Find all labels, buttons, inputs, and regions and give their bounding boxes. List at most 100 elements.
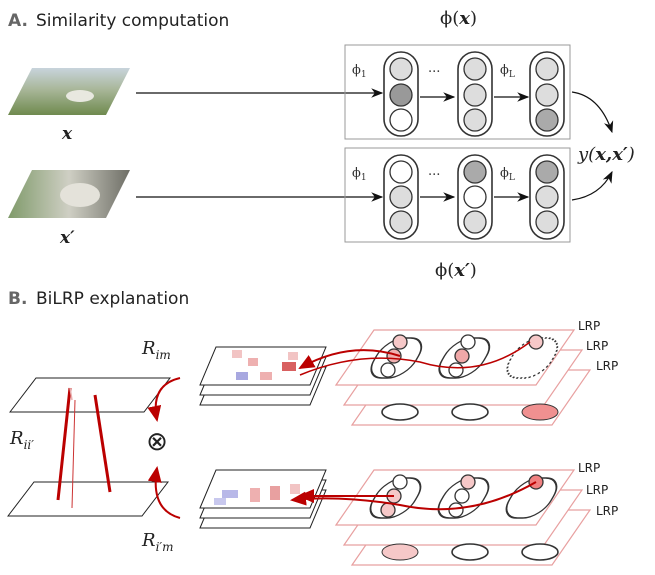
layer-label: ϕ1	[352, 63, 367, 80]
network	[345, 45, 570, 242]
heatmap-stack-shape	[270, 486, 280, 500]
symbol: )	[470, 8, 477, 29]
lrp-layers-shape	[381, 503, 395, 517]
relevance-label: Rii′	[9, 428, 34, 452]
lrp-layers-shape	[522, 404, 558, 420]
subscript: 1	[361, 173, 367, 183]
input-planes-shape	[8, 482, 168, 516]
lrp-label: LRP	[596, 359, 618, 373]
lrp-label: LRP	[578, 319, 600, 333]
product-symbol: ⊗	[146, 427, 168, 457]
lrp-layers-shape	[393, 335, 407, 349]
input-image-shape	[66, 90, 94, 102]
ellipsis: ...	[428, 164, 440, 179]
lrp-layers-shape	[529, 335, 543, 349]
panel-label: A.	[8, 11, 28, 31]
lrp-layers-shape	[449, 503, 463, 517]
panel-b: B. BiLRP explanation Rii′ Rim Ri′m ⊗ LRP…	[8, 289, 618, 565]
network-shape	[390, 58, 412, 80]
figure: A. Similarity computation ϕ(x) ϕ(x′) x x…	[0, 0, 655, 575]
panel-a: A. Similarity computation ϕ(x) ϕ(x′) x x…	[8, 8, 635, 281]
arrow-shape	[572, 172, 612, 200]
heatmap-stack-shape	[222, 490, 238, 498]
network-shape	[536, 186, 558, 208]
symbol: R	[141, 338, 156, 359]
symbol: R	[9, 428, 24, 449]
output-label: y(x,x′)	[577, 144, 635, 165]
variable: x′	[453, 260, 470, 281]
heatmap-stack	[200, 347, 326, 528]
heatmap-stack-shape	[288, 352, 298, 360]
lrp-label: LRP	[586, 483, 608, 497]
lrp-layers-shape	[455, 489, 469, 503]
layer-label: ϕL	[500, 166, 515, 183]
lrp-layers-shape	[461, 475, 475, 489]
symbol: R	[141, 530, 156, 551]
network-shape	[390, 109, 412, 131]
subscript: im	[156, 348, 171, 362]
symbol: ϕ	[352, 63, 361, 78]
network-shape	[390, 186, 412, 208]
variable: x	[458, 8, 470, 29]
network-shape	[464, 186, 486, 208]
subscript: ii′	[24, 438, 35, 452]
lrp-layers-shape	[522, 544, 558, 560]
heatmap-stack-shape	[232, 350, 242, 358]
network-shape	[536, 161, 558, 183]
relevance-label: Rim	[141, 338, 171, 362]
subscript: 1	[361, 70, 367, 80]
feature-label: ϕ(x)	[440, 8, 477, 29]
symbol: )	[627, 144, 635, 165]
symbol: y(	[577, 144, 596, 165]
lrp-label: LRP	[586, 339, 608, 353]
input-label: x	[61, 124, 73, 144]
network-shape	[464, 109, 486, 131]
network-shape	[464, 58, 486, 80]
network-shape	[536, 109, 558, 131]
layer-label: ϕL	[500, 63, 515, 80]
symbol: ϕ	[500, 166, 509, 181]
subscript: L	[509, 70, 515, 80]
panel-title: Similarity computation	[36, 11, 229, 31]
relevance-label: Ri′m	[141, 530, 174, 554]
heatmap-stack-shape	[248, 358, 258, 366]
lrp-label: LRP	[596, 504, 618, 518]
panel-title: BiLRP explanation	[36, 289, 189, 309]
lrp-layers-shape	[381, 363, 395, 377]
network-shape	[464, 161, 486, 183]
input-image-shape	[60, 183, 100, 207]
lrp-layers-shape	[455, 349, 469, 363]
heatmap-stack-shape	[260, 372, 272, 380]
heatmap-stack-shape	[282, 362, 296, 371]
symbol: )	[470, 260, 477, 281]
network-shape	[536, 84, 558, 106]
lrp-layers-shape	[382, 544, 418, 560]
lrp-layers-shape	[452, 544, 488, 560]
lrp-layers-shape	[449, 363, 463, 377]
arrow-shape	[572, 92, 612, 132]
panel-label: B.	[8, 289, 27, 309]
network-shape	[464, 84, 486, 106]
network-shape	[536, 211, 558, 233]
layer-label: ϕ1	[352, 166, 367, 183]
symbol: ϕ	[352, 166, 361, 181]
symbol: ϕ	[500, 63, 509, 78]
lrp-label: LRP	[578, 461, 600, 475]
variable: x,x′	[594, 144, 628, 165]
network-shape	[390, 84, 412, 106]
heatmap-stack-shape	[214, 498, 226, 505]
heatmap-stack-shape	[236, 372, 248, 380]
feature-label: ϕ(x′)	[435, 260, 477, 281]
lrp-layers-shape	[452, 404, 488, 420]
network-shape	[390, 161, 412, 183]
input-label: x′	[59, 228, 75, 248]
heatmap-stack-shape	[250, 488, 260, 502]
lrp-layers-shape	[382, 404, 418, 420]
ellipsis: ...	[428, 61, 440, 76]
network-shape	[464, 211, 486, 233]
lrp-layers	[292, 330, 590, 565]
symbol: ϕ(	[440, 8, 459, 29]
heatmap-stack-shape	[290, 484, 300, 494]
lrp-layers-shape	[461, 335, 475, 349]
input-image-shape	[8, 68, 130, 115]
